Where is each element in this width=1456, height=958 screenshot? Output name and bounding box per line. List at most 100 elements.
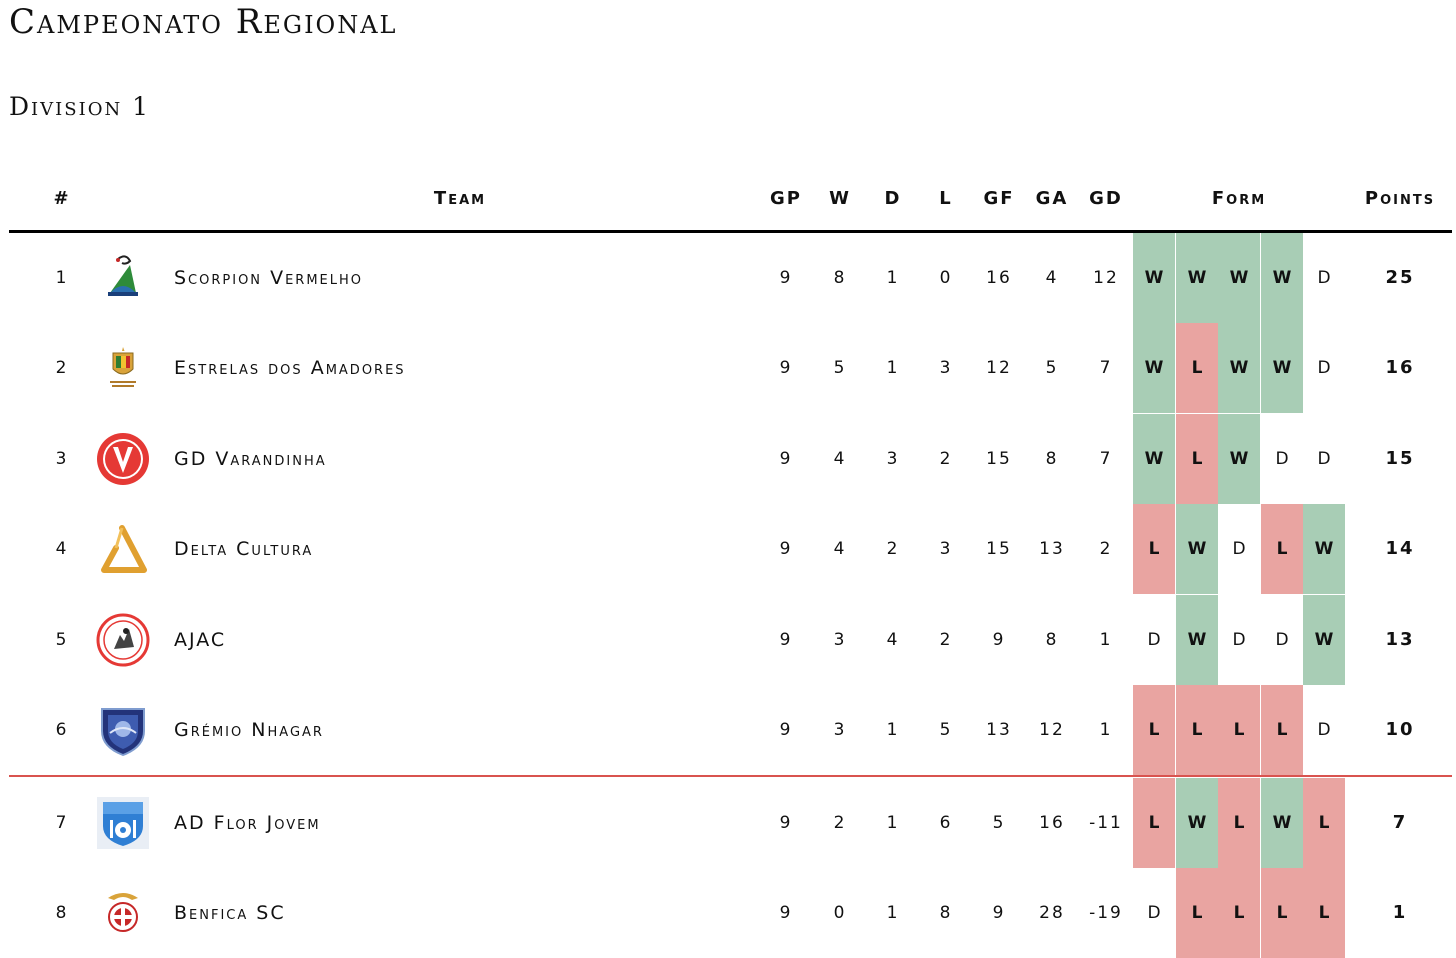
header-points: Points <box>1364 188 1436 209</box>
form-result: D <box>1317 449 1331 469</box>
form-result: W <box>1261 233 1303 323</box>
header-d: D <box>884 188 902 209</box>
stat-gp: 9 <box>779 630 793 650</box>
stat-w: 3 <box>833 720 847 740</box>
stat-gd: 1 <box>1099 630 1113 650</box>
table-row: W L W W D 2 Estrelas dos Amadores 9 5 1 3 12 5 7 16 <box>0 323 1456 413</box>
stat-l: 6 <box>939 813 953 833</box>
header-divider <box>9 230 1452 233</box>
stat-d: 1 <box>886 720 900 740</box>
stat-w: 3 <box>833 630 847 650</box>
form-result: D <box>1317 268 1331 288</box>
header-rank: # <box>53 188 71 209</box>
team-rank: 3 <box>55 449 69 469</box>
header-gp: GP <box>770 188 802 209</box>
stat-l: 3 <box>939 358 953 378</box>
stat-ga: 16 <box>1039 813 1065 833</box>
header-ga: GA <box>1035 188 1069 209</box>
stat-l: 2 <box>939 449 953 469</box>
ad-flor-jovem-logo <box>96 796 150 850</box>
stat-ga: 28 <box>1039 903 1065 923</box>
team-name[interactable]: GD Varandinha <box>174 448 327 470</box>
stat-gd: 7 <box>1099 358 1113 378</box>
form-result: W <box>1176 233 1218 323</box>
table-row: D L L L L 8 Benfica SC 9 0 1 8 9 28 -19 1 <box>0 868 1456 958</box>
stat-gp: 9 <box>779 449 793 469</box>
form-result: W <box>1176 778 1218 868</box>
header-team: Team <box>433 188 487 209</box>
stat-l: 2 <box>939 630 953 650</box>
team-name[interactable]: AJAC <box>174 629 227 651</box>
form-result: L <box>1303 868 1345 958</box>
team-rank: 5 <box>55 630 69 650</box>
ajac-logo <box>96 613 150 667</box>
form-result: D <box>1147 903 1161 923</box>
form-result: D <box>1232 539 1246 559</box>
stat-ga: 12 <box>1039 720 1065 740</box>
team-points: 16 <box>1385 357 1415 378</box>
stat-d: 3 <box>886 449 900 469</box>
form-result: W <box>1133 414 1175 504</box>
stat-ga: 4 <box>1045 268 1059 288</box>
stat-gd: 1 <box>1099 720 1113 740</box>
team-name[interactable]: Benfica SC <box>174 902 286 924</box>
stat-gd: 2 <box>1099 539 1113 559</box>
form-result: L <box>1261 504 1303 594</box>
stat-d: 1 <box>886 358 900 378</box>
header-gd: GD <box>1089 188 1123 209</box>
stat-gd: 12 <box>1093 268 1119 288</box>
team-name[interactable]: Delta Cultura <box>174 538 314 560</box>
team-name[interactable]: Estrelas dos Amadores <box>174 357 406 379</box>
stat-gd: 7 <box>1099 449 1113 469</box>
team-points: 13 <box>1385 629 1415 650</box>
form-result: W <box>1261 323 1303 413</box>
team-name[interactable]: Grémio Nhagar <box>174 719 324 741</box>
form-result: D <box>1317 720 1331 740</box>
header-form: Form <box>1211 188 1267 209</box>
form-result: L <box>1218 685 1260 775</box>
form-result: D <box>1147 630 1161 650</box>
team-rank: 7 <box>55 813 69 833</box>
relegation-divider <box>9 775 1452 777</box>
team-name[interactable]: AD Flor Jovem <box>174 812 321 834</box>
stat-l: 5 <box>939 720 953 740</box>
form-result: D <box>1317 358 1331 378</box>
header-w: W <box>829 188 851 209</box>
team-rank: 4 <box>55 539 69 559</box>
gd-varandinha-logo <box>96 432 150 486</box>
stat-gf: 5 <box>992 813 1006 833</box>
table-row: L L L L D 6 Grémio Nhagar 9 3 1 5 13 12 1 10 <box>0 685 1456 775</box>
stat-l: 0 <box>939 268 953 288</box>
form-result: L <box>1218 778 1260 868</box>
form-result: L <box>1261 685 1303 775</box>
stat-gf: 15 <box>986 539 1012 559</box>
stat-ga: 13 <box>1039 539 1065 559</box>
stat-gp: 9 <box>779 358 793 378</box>
stat-gf: 12 <box>986 358 1012 378</box>
stat-gf: 16 <box>986 268 1012 288</box>
table-row: L W L W L 7 AD Flor Jovem 9 2 1 6 5 16 -11 7 <box>0 778 1456 868</box>
stat-gp: 9 <box>779 539 793 559</box>
estrelas-dos-amadores-logo <box>96 341 150 395</box>
team-name[interactable]: Scorpion Vermelho <box>174 267 363 289</box>
stat-ga: 5 <box>1045 358 1059 378</box>
stat-d: 1 <box>886 813 900 833</box>
stat-gd: -11 <box>1089 813 1123 833</box>
team-points: 15 <box>1385 448 1415 469</box>
form-result: L <box>1218 868 1260 958</box>
team-points: 14 <box>1385 538 1415 559</box>
form-result: D <box>1232 630 1246 650</box>
stat-w: 0 <box>833 903 847 923</box>
stat-w: 5 <box>833 358 847 378</box>
stat-ga: 8 <box>1045 449 1059 469</box>
team-rank: 6 <box>55 720 69 740</box>
stat-gp: 9 <box>779 813 793 833</box>
stat-d: 1 <box>886 268 900 288</box>
team-points: 25 <box>1385 267 1415 288</box>
stat-gp: 9 <box>779 903 793 923</box>
team-points: 1 <box>1392 902 1408 923</box>
stat-gp: 9 <box>779 268 793 288</box>
form-result: W <box>1133 233 1175 323</box>
form-result: D <box>1275 630 1289 650</box>
form-result: W <box>1176 595 1218 685</box>
